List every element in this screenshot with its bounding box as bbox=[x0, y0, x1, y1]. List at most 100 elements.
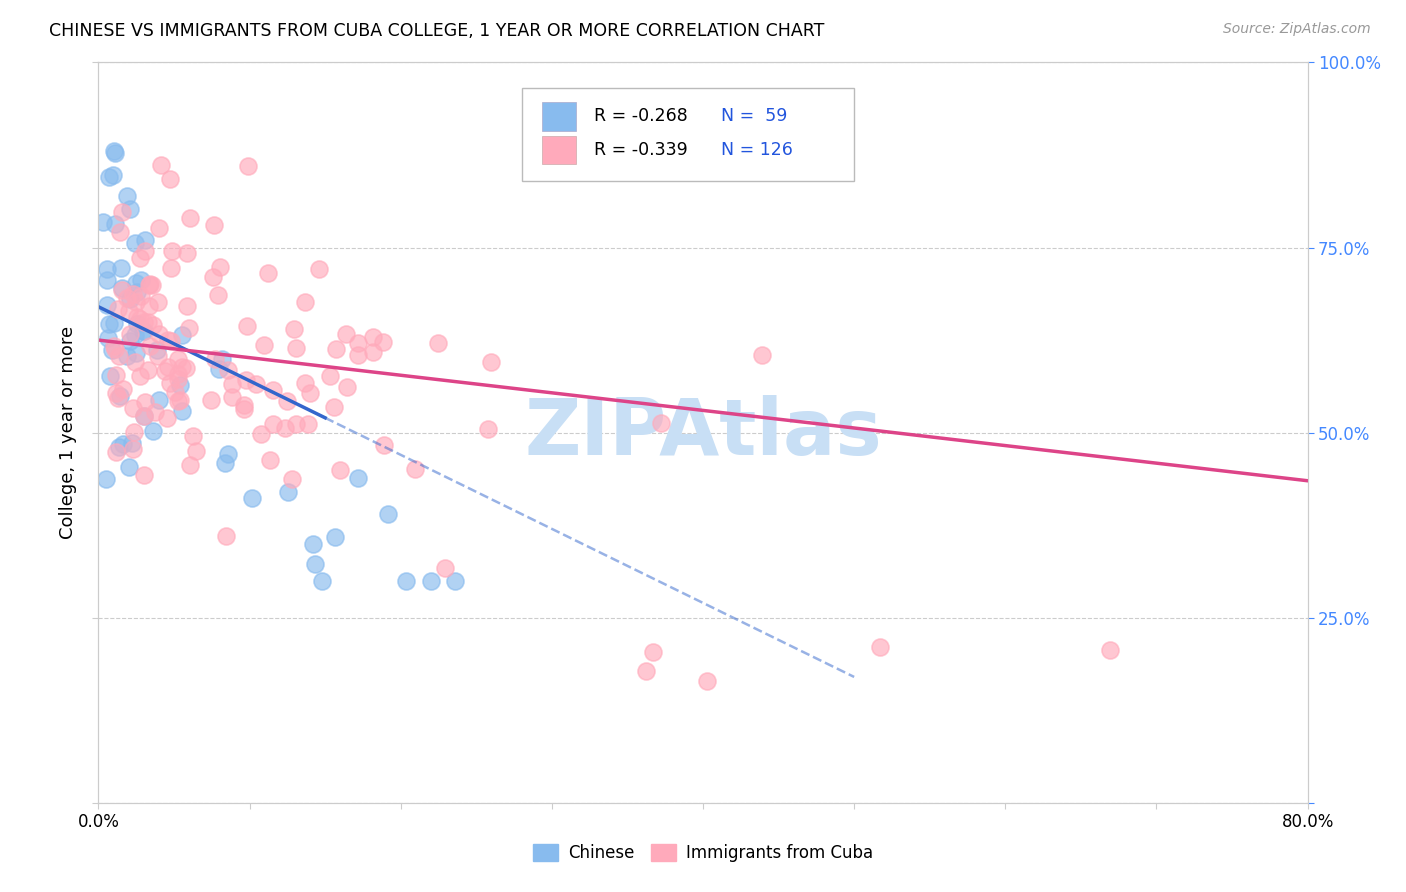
Point bbox=[323, 530, 346, 544]
Point bbox=[115, 189, 138, 203]
Point bbox=[169, 378, 191, 392]
Point bbox=[274, 420, 297, 434]
Point bbox=[160, 244, 183, 258]
Point bbox=[427, 335, 450, 350]
Text: Source: ZipAtlas.com: Source: ZipAtlas.com bbox=[1223, 22, 1371, 37]
Point bbox=[131, 273, 153, 287]
Point bbox=[105, 445, 128, 459]
Point bbox=[96, 261, 118, 276]
Point bbox=[186, 444, 208, 458]
Point bbox=[257, 266, 280, 280]
Point bbox=[202, 270, 225, 285]
Point bbox=[150, 158, 173, 172]
Point bbox=[124, 327, 146, 342]
Point bbox=[181, 429, 204, 443]
Point bbox=[110, 261, 132, 276]
Point bbox=[329, 462, 352, 476]
Point bbox=[283, 322, 305, 336]
Point bbox=[308, 261, 330, 276]
Point bbox=[118, 303, 141, 318]
Point bbox=[115, 350, 138, 364]
Point bbox=[124, 236, 146, 251]
Point bbox=[204, 351, 226, 366]
Point bbox=[323, 400, 346, 414]
Point bbox=[294, 376, 316, 390]
FancyBboxPatch shape bbox=[522, 88, 855, 181]
Point bbox=[262, 417, 284, 432]
Point bbox=[165, 384, 187, 399]
Point bbox=[96, 472, 118, 486]
Point bbox=[104, 146, 127, 161]
Point bbox=[217, 448, 239, 462]
Point bbox=[139, 338, 162, 352]
Point bbox=[302, 537, 325, 551]
Point bbox=[122, 425, 145, 439]
Point bbox=[311, 574, 333, 588]
Point bbox=[110, 204, 132, 219]
Point bbox=[115, 291, 138, 305]
Point bbox=[200, 392, 222, 407]
Point bbox=[157, 359, 180, 374]
Point bbox=[304, 558, 326, 572]
Point bbox=[159, 171, 181, 186]
Point bbox=[235, 373, 257, 387]
Point bbox=[136, 315, 159, 329]
Point bbox=[134, 395, 156, 409]
Point bbox=[443, 574, 465, 588]
Point bbox=[107, 391, 129, 405]
Point bbox=[650, 417, 672, 431]
Point bbox=[160, 260, 183, 275]
Point bbox=[118, 326, 141, 341]
Point bbox=[91, 215, 114, 229]
Point bbox=[419, 574, 441, 588]
Point bbox=[751, 348, 773, 362]
Point bbox=[129, 368, 152, 383]
Point bbox=[128, 251, 150, 265]
Point bbox=[134, 409, 156, 423]
Point bbox=[641, 645, 664, 659]
Point bbox=[869, 640, 891, 654]
Point bbox=[97, 170, 120, 185]
Point bbox=[285, 417, 308, 431]
Point bbox=[139, 277, 162, 291]
Point bbox=[141, 277, 163, 292]
Point bbox=[395, 574, 418, 588]
Text: R = -0.268: R = -0.268 bbox=[595, 107, 688, 125]
Point bbox=[179, 211, 201, 226]
Text: N =  59: N = 59 bbox=[721, 107, 787, 125]
Point bbox=[167, 351, 190, 366]
Point bbox=[159, 376, 181, 390]
Point bbox=[132, 467, 155, 482]
Point bbox=[238, 160, 260, 174]
Point bbox=[156, 411, 179, 425]
Point bbox=[211, 352, 233, 367]
Point bbox=[377, 507, 399, 521]
Point bbox=[245, 376, 267, 391]
Point bbox=[148, 393, 170, 408]
Point bbox=[146, 343, 169, 357]
Point bbox=[127, 317, 149, 331]
Point bbox=[124, 276, 146, 290]
Text: CHINESE VS IMMIGRANTS FROM CUBA COLLEGE, 1 YEAR OR MORE CORRELATION CHART: CHINESE VS IMMIGRANTS FROM CUBA COLLEGE,… bbox=[49, 22, 824, 40]
Point bbox=[221, 391, 243, 405]
Point bbox=[157, 333, 180, 347]
Point bbox=[97, 331, 120, 345]
Text: R = -0.339: R = -0.339 bbox=[595, 141, 688, 159]
Point bbox=[1098, 643, 1121, 657]
Point bbox=[103, 317, 125, 331]
Point bbox=[217, 363, 239, 377]
Point bbox=[107, 302, 129, 317]
Point bbox=[148, 326, 170, 341]
Point bbox=[285, 342, 308, 356]
Point bbox=[103, 144, 125, 158]
Point bbox=[361, 344, 384, 359]
Point bbox=[122, 401, 145, 415]
Point bbox=[696, 674, 718, 689]
Point bbox=[361, 329, 384, 343]
Point bbox=[170, 403, 193, 417]
Point bbox=[170, 327, 193, 342]
Point bbox=[104, 386, 127, 401]
Point bbox=[276, 394, 298, 409]
Point bbox=[404, 462, 426, 476]
Point bbox=[127, 285, 149, 300]
